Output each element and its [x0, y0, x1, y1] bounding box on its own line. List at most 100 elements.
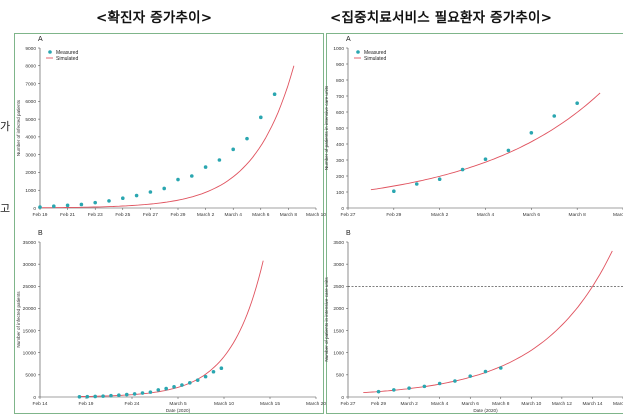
panel-1-x-tick-label: March 4 — [225, 212, 243, 218]
panel-1-simulated-line — [39, 65, 295, 209]
panel-1-legend-measured-marker — [48, 50, 52, 54]
panel-4-x-tick-label: March 8 — [492, 401, 510, 407]
panel-1-y-tick-label: 5000 — [25, 117, 36, 123]
panel-3-measured-point — [156, 388, 161, 392]
panel-2-measured-point — [414, 182, 419, 186]
panel-2-y-tick-label: 800 — [336, 78, 344, 84]
panel-4-y-tick-label: 500 — [336, 373, 344, 379]
panel-2-measured-point — [552, 114, 557, 118]
panel-2-y-axis-label: Number of patients in intensive care uni… — [324, 85, 329, 170]
panel-4-x-tick-label: March 14 — [582, 401, 602, 407]
panel-3-measured-point — [164, 386, 168, 391]
panel-1-x-tick-label: Feb 21 — [60, 212, 75, 218]
panel-4-measured-point — [392, 388, 396, 392]
panel-1-x-tick-label: Feb 19 — [33, 212, 48, 218]
panel-2-y-tick-label: 900 — [336, 62, 344, 68]
panel-2-measured-point — [392, 189, 396, 193]
panel-1-measured-point — [93, 200, 97, 205]
panel-1-measured-point — [259, 115, 263, 120]
panel-2-y-tick-label: 1000 — [333, 46, 344, 52]
panel-2-measured-point — [483, 157, 488, 161]
panel-2-measured-point — [529, 131, 534, 135]
panel-3-y-tick-label: 20000 — [23, 306, 37, 312]
panel-1-y-tick-label: 2000 — [25, 170, 36, 176]
panel-1-measured-point — [107, 199, 111, 203]
cropped-text-fragment: 고 — [0, 202, 11, 215]
panel-1-x-tick-label: March 6 — [252, 212, 270, 218]
panel-2-y-tick-label: 600 — [336, 110, 344, 116]
panel-2-x-tick-label: March 10 — [613, 212, 623, 218]
panel-3-measured-point — [85, 394, 90, 399]
panel-3-measured-point — [140, 391, 145, 395]
panel-1-measured-point — [217, 158, 222, 162]
panel-2-simulated-line — [370, 92, 601, 191]
heading-icu-patients: <집중치료서비스 필요환자 증가추이> — [330, 10, 553, 26]
panel-3-label: B — [38, 230, 43, 237]
panel-4-measured-point — [407, 386, 411, 390]
panel-3-measured-point — [101, 394, 105, 398]
panel-1-measured-point — [245, 136, 249, 141]
panel-3-x-tick-label: Feb 19 — [79, 401, 94, 407]
panel-2-x-tick-label: March 6 — [523, 212, 541, 218]
panel-1-y-tick-label: 6000 — [25, 99, 36, 105]
panel-1-y-tick-label: 0 — [33, 206, 36, 212]
panel-3-measured-point — [117, 393, 121, 398]
panel-1-y-tick-label: 9000 — [25, 46, 36, 52]
panel-1-measured-point — [231, 147, 235, 152]
panel-3-measured-point — [109, 393, 113, 398]
panel-1-x-tick-label: March 8 — [280, 212, 298, 218]
panel-3-measured-point — [188, 381, 192, 385]
panel-2-y-tick-label: 300 — [336, 158, 344, 164]
panel-1-measured-point — [52, 204, 56, 209]
panel-1-x-tick-label: Feb 27 — [143, 212, 158, 218]
panel-3-measured-point — [211, 369, 216, 374]
panel-3-measured-point — [203, 374, 208, 379]
panel-1-measured-point — [148, 190, 153, 194]
panel-3-x-tick-label: March 5 — [169, 401, 187, 407]
panel-4-x-tick-label: March 4 — [431, 401, 449, 407]
panel-3-y-tick-label: 35000 — [23, 240, 37, 246]
panel-4-x-tick-label: March 2 — [400, 401, 418, 407]
panel-2-y-tick-label: 500 — [336, 126, 344, 132]
panel-3-measured-point — [77, 394, 82, 399]
panel-1-measured-point — [176, 177, 180, 182]
panel-1-x-tick-label: March 2 — [197, 212, 215, 218]
panel-3-simulated-line — [79, 260, 264, 397]
panel-4-x-tick-label: March 12 — [552, 401, 572, 407]
panel-4-y-tick-label: 0 — [341, 395, 344, 401]
panel-1-y-tick-label: 4000 — [25, 135, 36, 141]
panel-1-legend-simulated-label: Simulated — [56, 56, 78, 62]
panel-1-y-axis-label: Number of infected patients — [16, 99, 21, 156]
panel-3-x-tick-label: March 10 — [214, 401, 234, 407]
panel-2-y-tick-label: 0 — [341, 206, 344, 212]
heading-confirmed-cases: <확진자 증가추이> — [96, 10, 213, 26]
panel-3-y-tick-label: 5000 — [25, 373, 36, 379]
panel-1-measured-point — [79, 202, 84, 207]
panel-2-y-tick-label: 700 — [336, 94, 344, 100]
panel-4-x-tick-label: March 10 — [521, 401, 541, 407]
panel-3-y-tick-label: 10000 — [23, 351, 37, 357]
panel-1-x-tick-label: Feb 25 — [115, 212, 130, 218]
panel-4-measured-point — [376, 389, 381, 394]
panel-2-x-tick-label: Feb 27 — [341, 212, 356, 218]
panel-1-measured-point — [162, 186, 166, 191]
panel-4-x-tick-label: March 16 — [613, 401, 623, 407]
panel-2-x-tick-label: March 2 — [431, 212, 449, 218]
panel-4-x-tick-label: March 6 — [462, 401, 480, 407]
panel-1-measured-point — [121, 196, 125, 201]
panel-4-y-tick-label: 1000 — [333, 351, 344, 357]
panel-2-x-tick-label: March 8 — [569, 212, 587, 218]
panel-1-measured-point — [65, 203, 70, 208]
panel-1-x-tick-label: Feb 23 — [88, 212, 103, 218]
panel-3-y-axis-label: Number of infected patients — [16, 291, 21, 348]
panel-2-measured-point — [437, 177, 442, 181]
panel-1-legend-measured-label: Measured — [56, 50, 78, 56]
panel-1-y-tick-label: 8000 — [25, 64, 36, 70]
panel-3-x-axis-label: Date (2020) — [166, 408, 191, 413]
panel-2-measured-point — [460, 167, 465, 172]
panel-2-legend-simulated-label: Simulated — [364, 56, 386, 62]
panel-3-measured-point — [93, 394, 97, 399]
panel-3-x-tick-label: Feb 14 — [33, 401, 48, 407]
panel-4-y-tick-label: 2000 — [333, 306, 344, 312]
